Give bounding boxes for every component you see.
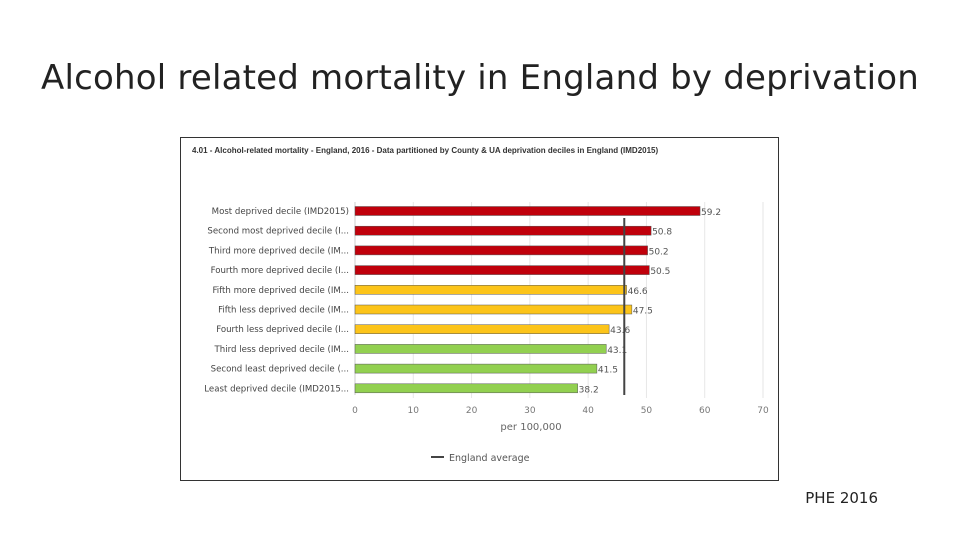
data-label: 38.2 bbox=[579, 385, 599, 395]
x-tick-label: 10 bbox=[408, 406, 420, 416]
data-label: 47.5 bbox=[633, 307, 653, 317]
data-label: 41.5 bbox=[598, 366, 618, 376]
category-label: Fourth less deprived decile (I... bbox=[216, 325, 349, 335]
x-tick-label: 50 bbox=[641, 406, 653, 416]
source-footer: PHE 2016 bbox=[805, 489, 878, 507]
category-label: Least deprived decile (IMD2015... bbox=[204, 384, 349, 394]
x-tick-label: 0 bbox=[352, 406, 358, 416]
data-label: 50.2 bbox=[649, 247, 669, 257]
category-label: Third less deprived decile (IM... bbox=[214, 345, 349, 355]
x-tick-label: 70 bbox=[757, 406, 769, 416]
bar bbox=[354, 344, 607, 354]
slide-title: Alcohol related mortality in England by … bbox=[40, 58, 920, 98]
bar bbox=[354, 363, 598, 374]
category-label: Fifth more deprived decile (IM... bbox=[212, 286, 349, 296]
category-label: Fourth more deprived decile (I... bbox=[211, 266, 349, 276]
data-label: 59.2 bbox=[701, 208, 721, 218]
legend-label: England average bbox=[449, 453, 530, 464]
category-label: Second least deprived decile (... bbox=[211, 365, 349, 375]
x-tick-label: 20 bbox=[466, 406, 478, 416]
category-label: Second most deprived decile (I... bbox=[207, 227, 349, 237]
bar bbox=[354, 285, 627, 295]
x-tick-label: 40 bbox=[582, 406, 594, 416]
data-label: 46.6 bbox=[628, 287, 648, 297]
category-label: Most deprived decile (IMD2015) bbox=[212, 207, 349, 217]
bar bbox=[354, 324, 610, 334]
data-label: 50.8 bbox=[652, 228, 672, 238]
x-tick-label: 60 bbox=[699, 406, 711, 416]
category-label: Fifth less deprived decile (IM... bbox=[218, 306, 349, 316]
bar bbox=[354, 245, 648, 256]
data-label: 43.1 bbox=[607, 346, 627, 356]
chart-frame: 4.01 - Alcohol-related mortality - Engla… bbox=[180, 137, 779, 481]
x-axis-label: per 100,000 bbox=[500, 422, 561, 433]
bar bbox=[354, 265, 650, 275]
bar bbox=[354, 383, 578, 394]
category-label: Third more deprived decile (IM... bbox=[208, 246, 349, 256]
bar-chart: 4.01 - Alcohol-related mortality - Engla… bbox=[192, 146, 769, 464]
bar bbox=[354, 225, 652, 236]
bar bbox=[354, 206, 701, 216]
data-label: 50.5 bbox=[650, 267, 670, 277]
chart-title: 4.01 - Alcohol-related mortality - Engla… bbox=[192, 146, 658, 155]
x-tick-label: 30 bbox=[524, 406, 536, 416]
data-label: 43.6 bbox=[610, 326, 630, 336]
bar bbox=[354, 304, 633, 315]
